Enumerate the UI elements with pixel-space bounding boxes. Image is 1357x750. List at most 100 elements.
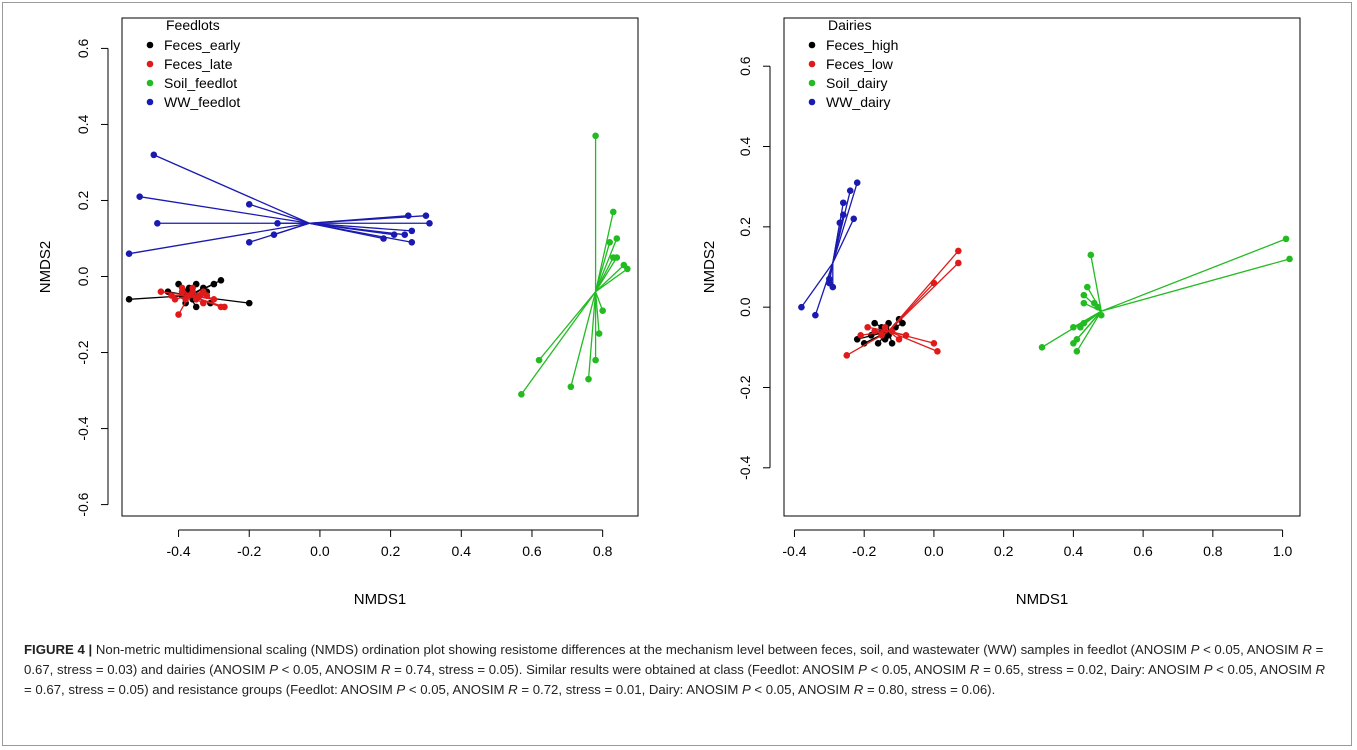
caption-run: < 0.05, ANOSIM — [1212, 662, 1316, 677]
x-tick-label: 0.0 — [924, 543, 944, 559]
data-point — [404, 212, 412, 219]
x-tick-label: 0.0 — [310, 543, 330, 559]
x-tick-label: 0.2 — [381, 543, 401, 559]
data-point — [518, 391, 525, 398]
data-point — [1282, 235, 1290, 243]
data-point — [567, 383, 575, 391]
spider-line — [595, 257, 618, 293]
legend-label: Feces_low — [826, 56, 894, 72]
data-point — [199, 299, 207, 307]
data-point — [408, 238, 416, 246]
data-point — [613, 254, 621, 261]
caption-run: P — [269, 662, 278, 677]
data-point — [192, 303, 200, 311]
data-point — [798, 303, 805, 311]
series-WW_dairy — [798, 179, 861, 319]
spider-line — [139, 196, 310, 224]
spider-line — [128, 222, 310, 255]
data-point — [401, 231, 409, 238]
data-point — [812, 311, 819, 319]
x-tick-label: 0.2 — [994, 543, 1014, 559]
spider-line — [1076, 310, 1102, 340]
data-point — [857, 331, 865, 339]
data-point — [888, 340, 896, 347]
data-point — [245, 238, 253, 246]
legend: Feedlots Feces_early Feces_late Soil_feedlo… — [146, 17, 240, 110]
legend-marker — [146, 41, 154, 49]
data-point — [930, 279, 938, 287]
caption-run: P — [1190, 642, 1200, 657]
data-point — [955, 247, 962, 255]
spider-line — [1090, 254, 1102, 312]
y-tick-label: 0.4 — [737, 137, 753, 157]
data-point — [613, 235, 621, 242]
x-tick-label: -0.4 — [782, 543, 806, 559]
legend: Dairies Feces_high Feces_low Soil_dairy WW_d… — [808, 17, 898, 110]
caption-run: = 0.67, stress = 0.03) and dairies (ANOS… — [24, 642, 1324, 677]
spider-line — [1083, 310, 1102, 324]
data-point — [136, 193, 143, 200]
legend-marker — [146, 60, 154, 68]
caption-run: < 0.05, ANOSIM — [866, 662, 970, 677]
data-point — [245, 200, 253, 208]
legend-label: Feces_late — [164, 56, 233, 72]
spider-line — [520, 291, 597, 395]
data-point — [592, 132, 599, 140]
data-point — [150, 151, 158, 159]
data-point — [874, 340, 882, 347]
y-tick-label: -0.4 — [75, 416, 91, 440]
spider-line — [888, 330, 935, 344]
figure-charts: -0.4 -0.2 0.0 0.2 0.4 0.6 0.8 -0.6 -0.4 -0.2 0.0 0.… — [37, 17, 1301, 608]
chart-panel-2: -0.4 -0.2 0.0 0.2 0.4 0.6 0.8 1.0 -0.4 -0.2 0.0 0.2… — [701, 17, 1301, 608]
spider-line — [832, 218, 855, 264]
legend-marker — [808, 60, 816, 68]
spider-line — [1101, 238, 1287, 312]
spider-line — [814, 262, 834, 316]
legend-label: WW_feedlot — [164, 94, 240, 110]
data-point — [154, 219, 161, 227]
data-point — [955, 259, 962, 267]
data-point — [843, 352, 851, 359]
spider-line — [309, 222, 412, 232]
y-tick-label: -0.2 — [75, 340, 91, 364]
data-point — [1070, 323, 1077, 331]
legend-label: Soil_dairy — [826, 75, 887, 91]
spider-line — [888, 250, 959, 332]
x-tick-label: 0.4 — [1064, 543, 1084, 559]
legend-label: WW_dairy — [826, 94, 891, 110]
x-tick-label: 0.8 — [1203, 543, 1223, 559]
legend-title: Feedlots — [166, 17, 220, 33]
series-Soil_dairy — [1038, 235, 1293, 355]
data-point — [836, 219, 844, 227]
plot-area — [121, 17, 639, 517]
legend-label: Soil_feedlot — [164, 75, 237, 91]
data-point — [221, 303, 228, 311]
caption-run: < 0.05, ANOSIM — [750, 682, 854, 697]
y-tick-label: 0.2 — [737, 217, 753, 237]
y-tick-label: 0.0 — [737, 297, 753, 317]
y-axis-title: NMDS2 — [701, 241, 718, 294]
data-point — [1038, 344, 1046, 351]
plot-area — [783, 17, 1301, 517]
data-point — [1080, 319, 1088, 327]
data-point — [878, 331, 885, 339]
caption-run: < 0.05, ANOSIM — [1199, 642, 1303, 657]
x-tick-label: -0.2 — [852, 543, 876, 559]
data-point — [606, 238, 614, 246]
data-point — [846, 187, 854, 194]
spider-line — [594, 238, 618, 292]
data-point — [599, 307, 606, 315]
caption-run: = 0.67, stress = 0.05) and resistance gr… — [24, 682, 397, 697]
spider-line — [594, 242, 611, 292]
x-tick-label: 0.8 — [593, 543, 613, 559]
spider-line — [888, 262, 959, 332]
data-point — [422, 212, 430, 219]
data-point — [1084, 283, 1091, 291]
caption-run: R — [1302, 642, 1312, 657]
spider-line — [249, 203, 310, 224]
spider-line — [800, 262, 834, 308]
spider-line — [595, 268, 628, 293]
x-tick-label: -0.4 — [166, 543, 190, 559]
data-point — [871, 319, 878, 327]
data-point — [157, 288, 165, 296]
